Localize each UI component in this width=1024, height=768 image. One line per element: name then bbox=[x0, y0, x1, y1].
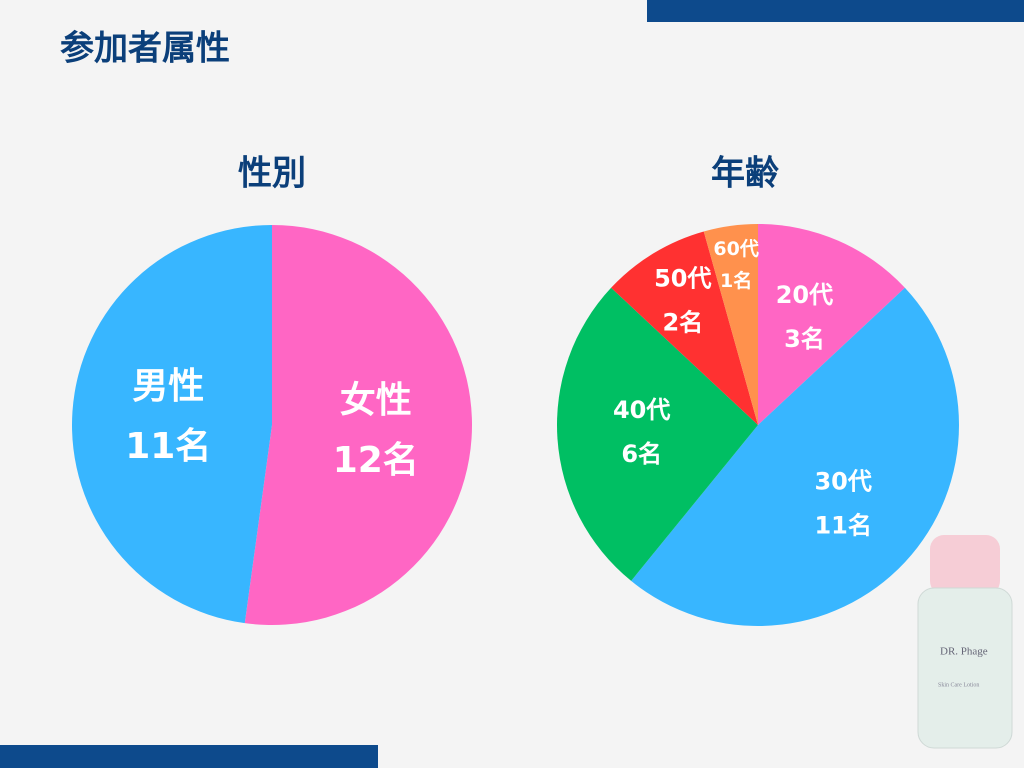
slice-category: 60代 bbox=[713, 238, 758, 260]
slice-category: 30代 bbox=[814, 468, 871, 496]
pie-slice bbox=[758, 224, 905, 425]
slice-value-label: 11名 bbox=[125, 426, 211, 467]
pie-slice bbox=[703, 224, 758, 425]
product-brand: DR. Phage bbox=[940, 646, 988, 658]
bottom-bar bbox=[0, 745, 378, 768]
slice-value-label: 11名 bbox=[814, 512, 871, 540]
pie-slice bbox=[611, 231, 758, 425]
slice-category: 20代 bbox=[776, 281, 833, 309]
slice-value-label: 1名 bbox=[720, 269, 752, 292]
pie-slice bbox=[557, 287, 758, 581]
slice-value-label: 6名 bbox=[621, 440, 662, 468]
pie-slice bbox=[72, 225, 272, 624]
slice-category: 男性 bbox=[132, 366, 204, 407]
chart-title: 年齢 bbox=[711, 154, 779, 194]
pie-slice bbox=[631, 287, 959, 626]
product-bottle: DR. Phage Skin Care Lotion bbox=[917, 535, 1013, 749]
slice-value-label: 12名 bbox=[333, 440, 419, 481]
slice-category: 女性 bbox=[340, 380, 412, 421]
slice-value-label: 3名 bbox=[784, 325, 825, 353]
chart-title: 性別 bbox=[238, 154, 306, 194]
top-bar bbox=[647, 0, 1024, 22]
slice-category: 40代 bbox=[613, 396, 670, 424]
slice-value-label: 2名 bbox=[662, 308, 703, 336]
page-title: 参加者属性 bbox=[60, 29, 230, 69]
product-label: Skin Care Lotion bbox=[938, 682, 979, 688]
pie-slice bbox=[244, 225, 473, 626]
slice-category: 50代 bbox=[654, 264, 711, 292]
